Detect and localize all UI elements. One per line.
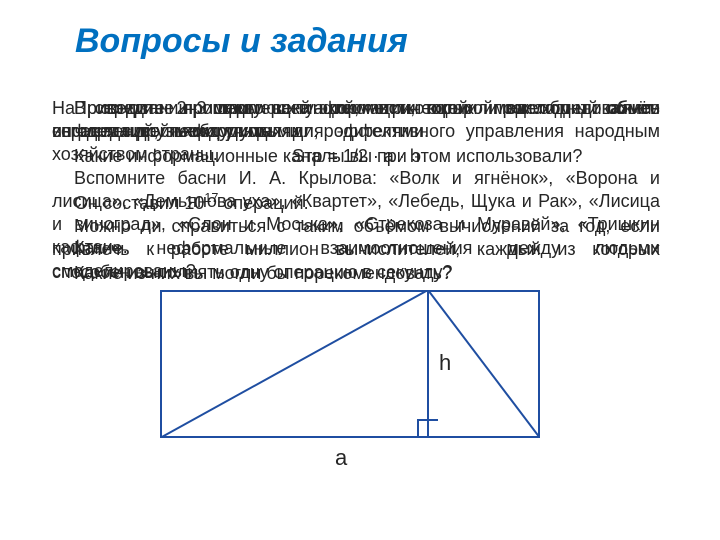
label-h: h <box>439 350 451 376</box>
triangle-figure <box>160 290 540 440</box>
l1-p1: В середине прошлого века экономисты оцен… <box>52 98 660 164</box>
slide: { "title": "Вопросы и задания", "paragra… <box>0 0 720 540</box>
l0-p2: Какие из них вы могли бы порекомендовать… <box>74 263 452 283</box>
page-title: Вопросы и задания <box>75 22 408 61</box>
label-a: a <box>335 445 347 471</box>
triangle-lines <box>160 290 540 438</box>
l0-p1: Вспомните басни И. А. Крылова: «Волк и я… <box>52 168 660 257</box>
